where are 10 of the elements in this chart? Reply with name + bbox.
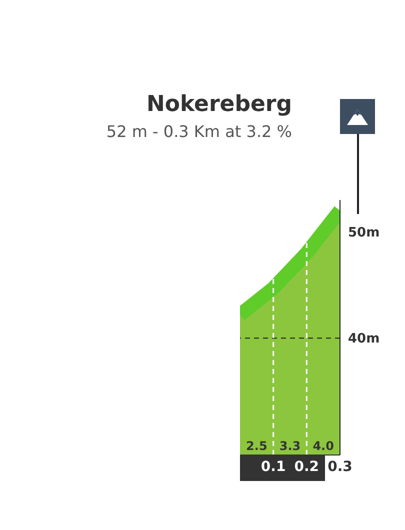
chart-subtitle: 52 m - 0.3 Km at 3.2 % (106, 122, 292, 141)
y-tick-label: 50m (348, 225, 380, 240)
annotation: 4.0 (312, 439, 334, 453)
annotation: 2.5 (246, 439, 268, 453)
x-tick-label: 0.1 (260, 459, 286, 475)
y-tick-label: 40m (348, 332, 380, 347)
x-tick-label: 0.3 (328, 459, 352, 475)
x-tick-label: 0.2 (294, 459, 320, 475)
annotation: 3.3 (279, 439, 301, 453)
chart-title: Nokereberg (146, 92, 292, 117)
